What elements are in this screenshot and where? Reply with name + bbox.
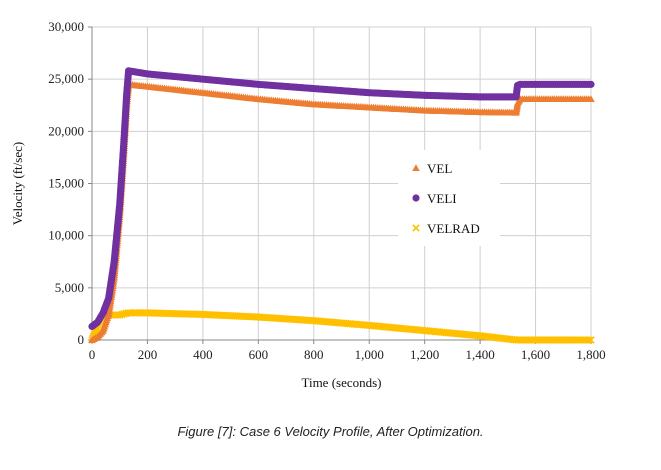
y-tick-label: 20,000 [48, 123, 84, 138]
x-axis-label: Time (seconds) [301, 375, 381, 390]
x-tick-label: 1,600 [521, 347, 550, 362]
x-tick-label: 200 [138, 347, 158, 362]
legend-label-veli: VELI [427, 191, 457, 206]
x-tick-label: 1,400 [465, 347, 494, 362]
y-axis-label: Velocity (ft/sec) [10, 142, 25, 225]
series-velrad [88, 309, 595, 344]
velrad-point [585, 336, 593, 344]
series-layer [88, 67, 595, 344]
series-vel [88, 80, 595, 344]
y-tick-label: 15,000 [48, 176, 84, 191]
x-tick-label: 1,000 [355, 347, 384, 362]
tick-labels: 0 5,000 10,000 15,000 20,000 25,000 30,000 0 200… [48, 19, 605, 362]
y-tick-label: 25,000 [48, 71, 84, 86]
x-tick-label: 800 [304, 347, 324, 362]
vel-point [587, 95, 595, 103]
y-tick-label: 10,000 [48, 228, 84, 243]
figure-caption: Figure [7]: Case 6 Velocity Profile, Aft… [177, 424, 484, 439]
legend-marker-veli [412, 194, 420, 202]
x-tick-label: 0 [89, 347, 96, 362]
y-tick-label: 5,000 [55, 280, 84, 295]
legend: VEL VELI VELRAD [398, 150, 500, 246]
legend-label-velrad: VELRAD [427, 221, 480, 236]
veli-point [587, 80, 595, 88]
x-tick-label: 600 [249, 347, 269, 362]
y-tick-label: 0 [78, 332, 85, 347]
legend-label-vel: VEL [427, 161, 452, 176]
x-tick-label: 1,800 [576, 347, 605, 362]
series-veli [88, 67, 595, 331]
y-tick-label: 30,000 [48, 19, 84, 34]
x-tick-label: 1,200 [410, 347, 439, 362]
velrad-point [587, 336, 595, 344]
legend-marker-velrad [412, 224, 420, 232]
legend-marker-vel [412, 164, 420, 172]
x-tick-label: 400 [193, 347, 213, 362]
